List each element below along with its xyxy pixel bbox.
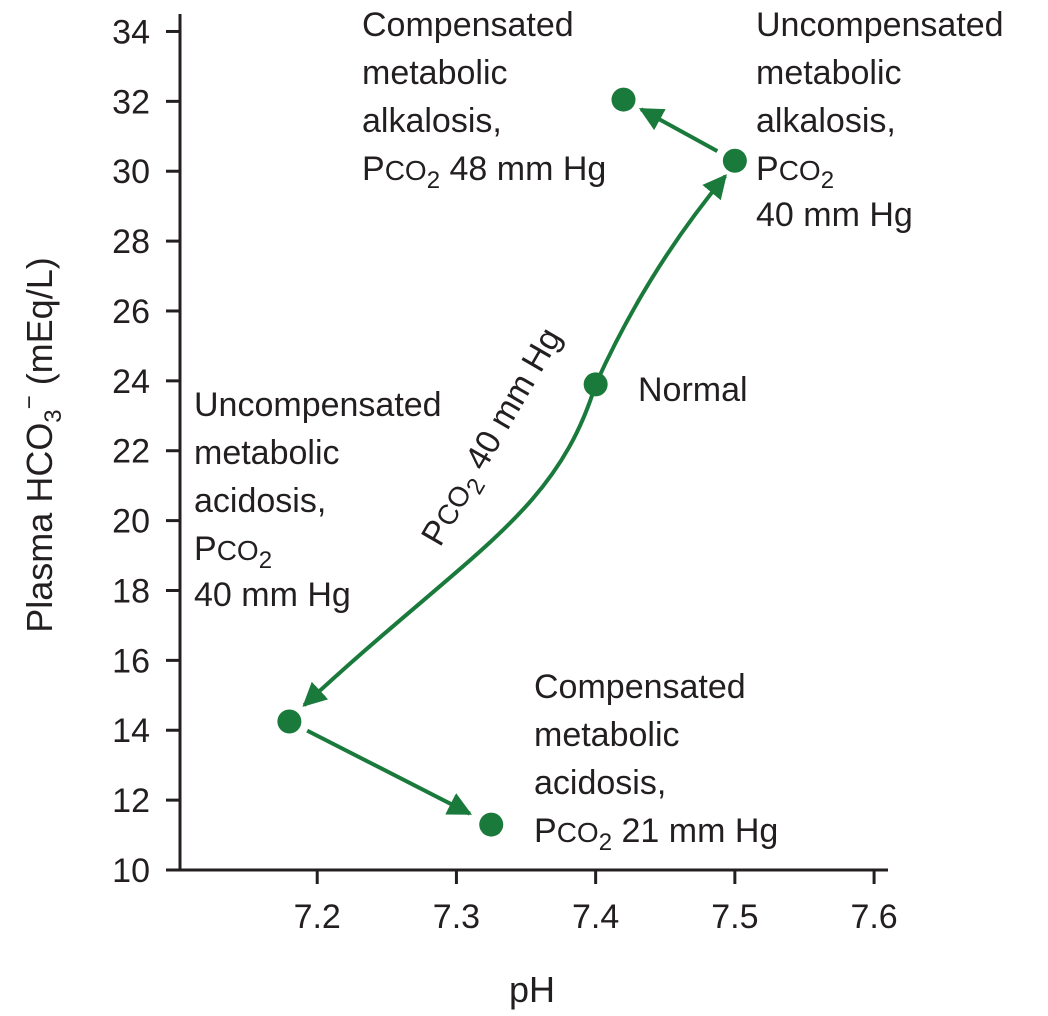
uncompensated-alkalosis-label: Uncompensated metabolic alkalosis, PCO2 … (756, 6, 1004, 234)
y-tick-label: 34 (112, 13, 150, 51)
x-ticks: 7.2 7.3 7.4 7.5 7.6 (294, 870, 898, 936)
curves (302, 107, 727, 816)
y-tick-label: 32 (112, 83, 150, 121)
svg-text:metabolic: metabolic (194, 434, 340, 472)
x-tick-label: 7.5 (711, 898, 758, 936)
y-ticks: 10 12 14 16 18 20 22 24 26 28 30 32 34 (112, 13, 180, 890)
x-axis-title: pH (509, 969, 555, 1010)
x-tick-label: 7.3 (433, 898, 480, 936)
point-normal (583, 372, 608, 397)
point-comp-alkalosis (611, 87, 636, 112)
svg-text:PCO2: PCO2 (194, 530, 272, 574)
svg-text:Uncompensated: Uncompensated (194, 386, 442, 424)
alkalosis-compensation-arrow (638, 107, 719, 153)
svg-text:Uncompensated: Uncompensated (756, 6, 1004, 44)
point-uncomp-acidosis (277, 709, 302, 734)
y-tick-label: 14 (112, 712, 150, 750)
y-tick-label: 16 (112, 642, 150, 680)
pco2-40-curve-label: PCO2 40 mm Hg (414, 321, 574, 555)
svg-text:Compensated: Compensated (362, 6, 574, 44)
svg-text:PCO2 21 mm Hg: PCO2 21 mm Hg (534, 812, 778, 856)
normal-label: Normal (638, 371, 748, 409)
y-tick-label: 26 (112, 293, 150, 331)
y-tick-label: 18 (112, 572, 150, 610)
svg-text:metabolic: metabolic (362, 54, 508, 92)
svg-text:metabolic: metabolic (534, 716, 680, 754)
y-tick-label: 28 (112, 223, 150, 261)
svg-text:40 mm Hg: 40 mm Hg (756, 196, 913, 234)
svg-text:acidosis,: acidosis, (194, 482, 326, 520)
svg-text:acidosis,: acidosis, (534, 764, 666, 802)
y-tick-label: 10 (112, 852, 150, 890)
compensated-acidosis-label: Compensated metabolic acidosis, PCO2 21 … (534, 668, 778, 856)
svg-text:metabolic: metabolic (756, 54, 902, 92)
acidosis-compensation-arrow (306, 728, 472, 816)
x-tick-label: 7.6 (850, 898, 897, 936)
uncompensated-acidosis-label: Uncompensated metabolic acidosis, PCO2 4… (194, 386, 442, 614)
point-comp-acidosis (479, 812, 504, 837)
curve-to-uncompensated-alkalosis (593, 174, 727, 386)
x-tick-label: 7.4 (572, 898, 619, 936)
y-axis-title: Plasma HCO3− (mEq/L) (16, 257, 67, 632)
data-points (277, 87, 747, 837)
y-tick-label: 20 (112, 503, 150, 541)
svg-text:Compensated: Compensated (534, 668, 746, 706)
compensated-alkalosis-label: Compensated metabolic alkalosis, PCO2 48… (362, 6, 606, 194)
y-tick-label: 24 (112, 363, 150, 401)
point-uncomp-alkalosis (722, 148, 747, 173)
svg-text:PCO2 48 mm Hg: PCO2 48 mm Hg (362, 150, 606, 194)
y-tick-label: 22 (112, 433, 150, 471)
curve-to-uncompensated-acidosis (302, 383, 598, 707)
x-tick-label: 7.2 (294, 898, 341, 936)
svg-text:alkalosis,: alkalosis, (756, 102, 896, 140)
y-tick-label: 30 (112, 153, 150, 191)
y-tick-label: 12 (112, 782, 150, 820)
svg-text:alkalosis,: alkalosis, (362, 102, 502, 140)
svg-text:40 mm Hg: 40 mm Hg (194, 576, 351, 614)
svg-text:PCO2: PCO2 (756, 150, 834, 194)
